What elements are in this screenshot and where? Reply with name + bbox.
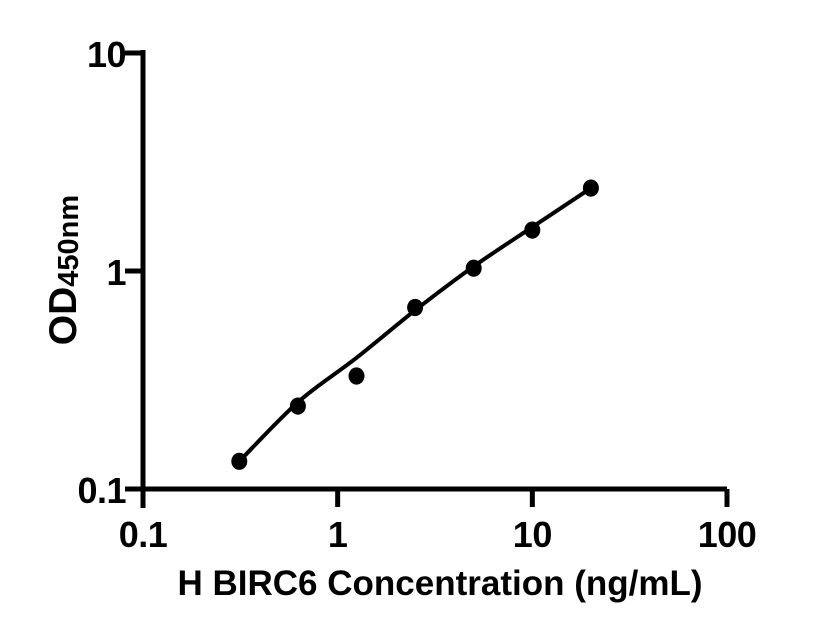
data-point-marker [524, 221, 541, 239]
x-tick-label: 0.1 [118, 514, 168, 555]
y-axis-title-subscript: 450nm [53, 194, 85, 287]
data-point-marker [582, 179, 599, 197]
x-axis-title: H BIRC6 Concentration (ng/mL) [177, 564, 703, 603]
x-tick-label: 100 [697, 514, 757, 555]
data-point-marker [465, 259, 482, 277]
y-axis-title-main: OD [42, 286, 85, 346]
y-tick-label: 0.1 [77, 470, 126, 511]
y-axis-title: OD450nm [42, 120, 86, 420]
x-tick-label: 1 [327, 514, 348, 555]
data-point-marker [407, 298, 424, 317]
data-point-marker [289, 397, 306, 415]
data-point-marker [348, 367, 365, 385]
y-tick-label: 10 [86, 34, 127, 75]
x-tick-label: 10 [512, 514, 553, 555]
data-point-marker [231, 452, 248, 470]
y-tick-label: 1 [106, 252, 126, 293]
